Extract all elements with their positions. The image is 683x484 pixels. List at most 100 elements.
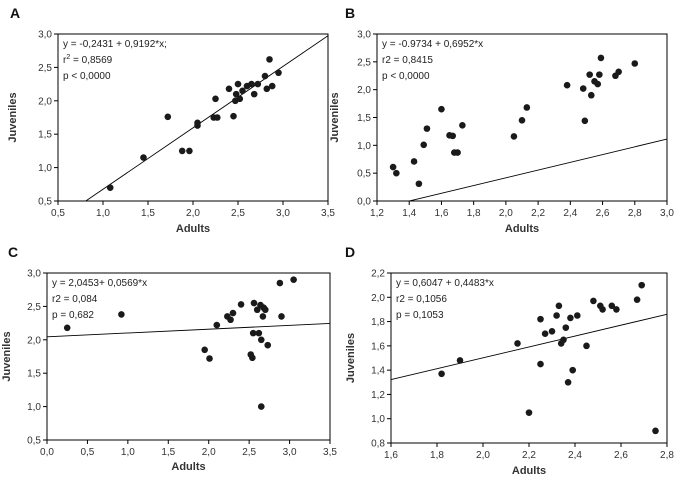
- x-tick-label: 0,0: [40, 447, 54, 458]
- y-tick-label: 2,5: [38, 63, 52, 74]
- data-point: [438, 370, 445, 378]
- y-tick-label: 1,5: [357, 113, 371, 124]
- data-point: [510, 133, 518, 140]
- y-axis-label: Juveniles: [345, 333, 357, 383]
- data-point: [652, 427, 659, 435]
- y-tick-label: 2,2: [371, 269, 385, 280]
- r-squared-value: r2 = 0,084: [52, 294, 98, 305]
- y-tick-label: 1,0: [357, 141, 371, 152]
- data-point: [389, 163, 397, 171]
- data-point: [599, 306, 606, 313]
- y-tick-label: 2,0: [27, 335, 41, 346]
- x-tick-label: 2,4: [563, 208, 577, 219]
- data-point: [638, 281, 645, 289]
- data-point: [250, 90, 258, 98]
- panel-b: B 0,0 0,5 1,0 1,5 2,0 2,5 3,0 1,2 1,4 1,6 1,8 2,0 2,2…: [329, 5, 674, 235]
- p-value: p = 0,1053: [396, 310, 444, 321]
- data-point: [194, 119, 201, 127]
- x-tick-label: 2,6: [614, 450, 628, 461]
- y-tick-label: 2,0: [38, 96, 52, 107]
- data-point: [164, 113, 172, 121]
- data-point: [525, 409, 533, 416]
- data-point: [590, 297, 597, 305]
- data-point: [254, 80, 262, 88]
- y-tick-label: 1,8: [371, 317, 385, 328]
- data-point: [237, 301, 245, 308]
- regression-equation: y = -0,2431 + 0,9192*x;: [63, 39, 167, 50]
- data-point: [569, 366, 576, 374]
- data-point: [459, 121, 466, 129]
- panel-d: D 0,8 1,0 1,2 1,4 1,6 1,8 2,0 2,2 1,6 1,8 2,0 2,2 2,4…: [345, 244, 674, 477]
- data-point: [257, 403, 265, 410]
- x-tick-label: 3,0: [283, 447, 297, 458]
- x-tick-label: 3,0: [276, 208, 290, 219]
- x-tick-label: 2,2: [522, 450, 536, 461]
- data-point: [583, 342, 590, 350]
- panel-label: C: [8, 244, 18, 260]
- data-point: [290, 276, 297, 283]
- x-tick-label: 2,0: [499, 208, 513, 219]
- data-point: [264, 341, 272, 349]
- y-tick-label: 0,0: [357, 197, 371, 208]
- data-point: [234, 80, 242, 88]
- data-point: [567, 314, 574, 322]
- regression-equation: y = -0.9734 + 0,6952*x: [382, 39, 483, 50]
- data-point: [212, 95, 219, 103]
- data-point: [449, 132, 457, 140]
- data-point: [249, 354, 256, 362]
- data-point: [268, 82, 276, 90]
- x-tick-label: 1,4: [402, 208, 416, 219]
- data-point: [553, 312, 560, 319]
- y-tick-label: 0,5: [27, 436, 41, 447]
- data-point: [232, 90, 240, 98]
- data-point: [541, 330, 549, 338]
- data-point: [537, 360, 544, 368]
- y-axis-label: Juveniles: [1, 331, 13, 381]
- x-tick-label: 0,5: [80, 447, 94, 458]
- data-point: [555, 302, 563, 310]
- y-tick-label: 0,5: [38, 197, 52, 208]
- regression-line: [47, 323, 330, 338]
- x-tick-label: 2,5: [242, 447, 256, 458]
- x-tick-label: 2,4: [568, 450, 582, 461]
- y-tick-label: 2,0: [357, 85, 371, 96]
- x-axis-label: Adults: [176, 223, 210, 235]
- data-point: [613, 306, 620, 313]
- regression-equation: y = 2,0453+ 0,0569*x: [52, 278, 147, 289]
- data-point: [608, 302, 616, 310]
- x-tick-label: 1,5: [141, 208, 155, 219]
- panel-c: C0,51,01,52,02,53,00,0 0,5 1,0 1,5 2,0 2,5 3,0…: [1, 244, 337, 473]
- data-point: [250, 299, 258, 307]
- regression-equation: y = 0,6047 + 0,4483*x: [396, 278, 494, 289]
- data-point: [537, 315, 544, 323]
- panel-label: A: [10, 5, 20, 21]
- data-point: [548, 327, 556, 335]
- data-point: [229, 309, 237, 317]
- x-tick-label: 3,5: [323, 447, 337, 458]
- x-axis-label: Adults: [171, 461, 205, 473]
- regression-line: [391, 313, 667, 381]
- data-point: [420, 141, 428, 149]
- data-point: [438, 105, 445, 113]
- data-point: [523, 104, 531, 111]
- x-tick-label: 2,0: [202, 447, 216, 458]
- data-point: [253, 306, 261, 314]
- data-point: [631, 60, 639, 67]
- data-point: [581, 117, 589, 125]
- x-tick-label: 1,8: [467, 208, 481, 219]
- data-point: [633, 296, 641, 304]
- data-point: [186, 147, 193, 155]
- data-point: [262, 306, 269, 314]
- data-point: [261, 72, 269, 80]
- data-point: [206, 355, 213, 362]
- x-tick-label: 1,6: [434, 208, 448, 219]
- data-point: [230, 112, 237, 120]
- panel-label: D: [345, 244, 355, 260]
- data-point: [275, 69, 282, 77]
- y-tick-label: 2,5: [27, 302, 41, 313]
- data-point: [562, 324, 570, 331]
- y-axis-label: Juveniles: [329, 92, 341, 142]
- x-tick-label: 2,6: [596, 208, 610, 219]
- data-point: [415, 180, 423, 188]
- x-tick-label: 2,2: [531, 208, 545, 219]
